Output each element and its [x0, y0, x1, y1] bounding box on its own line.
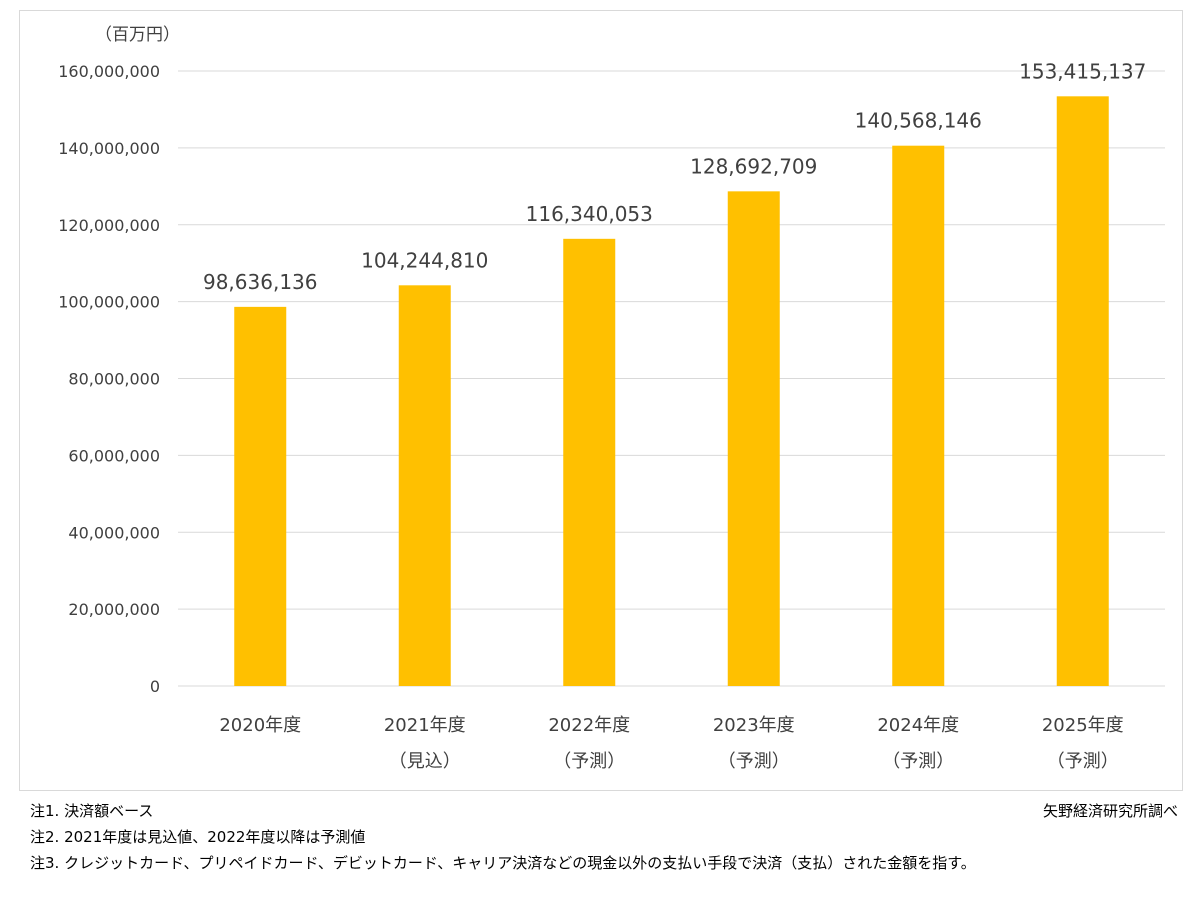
x-tick-sublabel: （見込）	[389, 751, 461, 772]
y-tick-label: 160,000,000	[58, 62, 160, 81]
x-axis-ticks: 2020年度 2021年度 （見込） 2022年度 （予測） 2023年度 （予測） 2024…	[219, 715, 1123, 772]
x-tick-label: 2024年度	[877, 715, 959, 736]
bar	[1056, 96, 1109, 687]
x-tick-label: 2023年度	[713, 715, 795, 736]
bars	[234, 96, 1109, 687]
data-label: 140,568,146	[855, 109, 982, 133]
source-note: 矢野経済研究所調べ	[1042, 802, 1178, 820]
y-tick-label: 60,000,000	[68, 446, 160, 465]
data-label: 153,415,137	[1019, 59, 1146, 83]
x-tick-sublabel: （予測）	[882, 751, 954, 772]
x-tick-sublabel: （予測）	[553, 751, 625, 772]
y-tick-label: 140,000,000	[58, 139, 160, 158]
gridlines	[178, 70, 1165, 687]
x-tick-sublabel: （予測）	[718, 751, 790, 772]
bar-chart: 0 20,000,000 40,000,000 60,000,000 80,000,00…	[58, 25, 1165, 772]
bar	[398, 285, 451, 686]
note-1: 注1. 決済額ベース	[30, 802, 154, 820]
x-tick-label: 2025年度	[1042, 715, 1124, 736]
y-tick-label: 0	[150, 677, 160, 696]
y-tick-label: 80,000,000	[68, 370, 160, 389]
y-tick-label: 100,000,000	[58, 293, 160, 312]
bar	[892, 145, 945, 687]
data-labels: 98,636,136 104,244,810 116,340,053 128,692,…	[203, 59, 1146, 294]
data-label: 98,636,136	[203, 270, 318, 294]
y-axis-unit-label: （百万円）	[95, 25, 180, 45]
x-tick-label: 2020年度	[219, 715, 301, 736]
x-tick-label: 2021年度	[384, 715, 466, 736]
x-tick-sublabel: （予測）	[1047, 751, 1119, 772]
y-axis-ticks: 0 20,000,000 40,000,000 60,000,000 80,000,00…	[58, 62, 160, 696]
note-2: 注2. 2021年度は見込値、2022年度以降は予測値	[30, 828, 366, 846]
y-tick-label: 120,000,000	[58, 216, 160, 235]
x-tick-label: 2022年度	[548, 715, 630, 736]
bar	[563, 238, 616, 686]
data-label: 128,692,709	[690, 154, 817, 178]
bar	[727, 191, 780, 686]
y-tick-label: 20,000,000	[68, 600, 160, 619]
note-3: 注3. クレジットカード、プリペイドカード、デビットカード、キャリア決済などの現…	[30, 854, 976, 872]
data-label: 104,244,810	[361, 248, 488, 272]
data-label: 116,340,053	[526, 202, 653, 226]
y-tick-label: 40,000,000	[68, 523, 160, 542]
bar	[234, 306, 287, 686]
